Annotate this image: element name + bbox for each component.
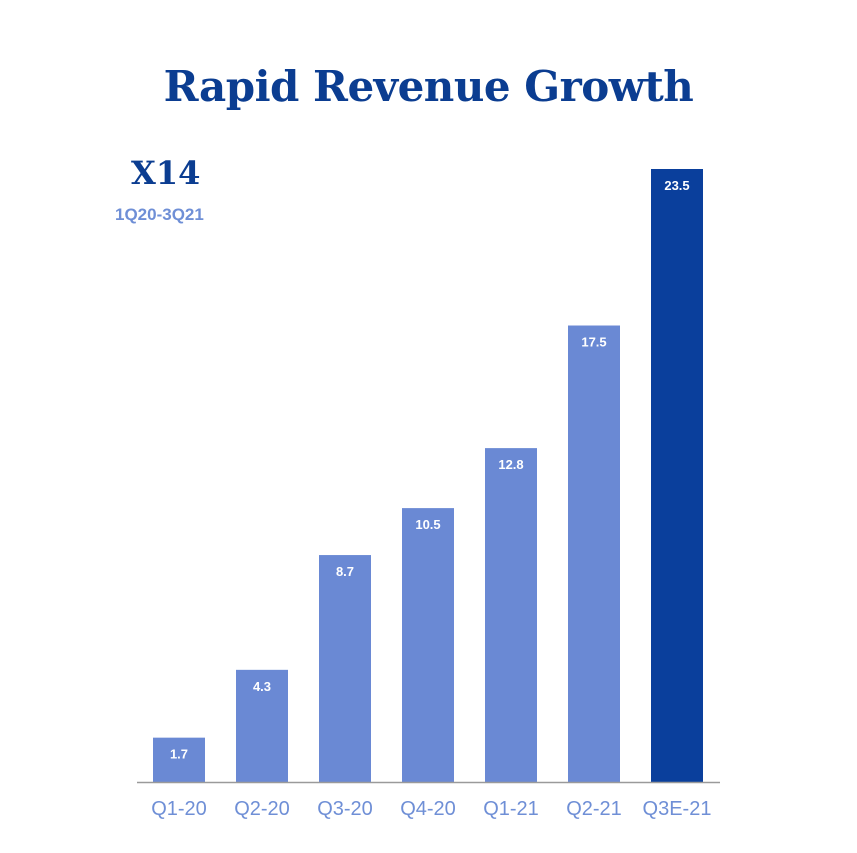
x-tick-label: Q4-20 <box>400 798 456 820</box>
bar-Q3-20 <box>319 555 371 782</box>
chart-title: Rapid Revenue Growth <box>163 62 694 111</box>
growth-period: 1Q20-3Q21 <box>115 205 204 224</box>
data-label: 12.8 <box>498 457 523 472</box>
bar-Q1-20 <box>153 737 205 782</box>
x-tick-label: Q3-20 <box>317 798 373 820</box>
x-tick-label: Q1-21 <box>483 798 539 820</box>
bar-Q1-21 <box>485 448 537 782</box>
bar-Q3E-21 <box>651 169 703 782</box>
growth-multiplier: X14 <box>131 154 201 192</box>
x-tick-label: Q3E-21 <box>643 798 712 820</box>
data-label: 10.5 <box>415 517 440 532</box>
data-label: 4.3 <box>253 679 271 694</box>
x-tick-label: Q2-21 <box>566 798 622 820</box>
data-label: 8.7 <box>336 564 354 579</box>
x-tick-label: Q2-20 <box>234 798 290 820</box>
data-label: 17.5 <box>581 335 606 350</box>
bar-Q2-21 <box>568 325 620 782</box>
x-tick-label: Q1-20 <box>151 798 207 820</box>
data-label: 23.5 <box>664 178 689 193</box>
bar-Q4-20 <box>402 508 454 782</box>
bar-Q2-20 <box>236 669 288 782</box>
data-label: 1.7 <box>170 747 188 762</box>
